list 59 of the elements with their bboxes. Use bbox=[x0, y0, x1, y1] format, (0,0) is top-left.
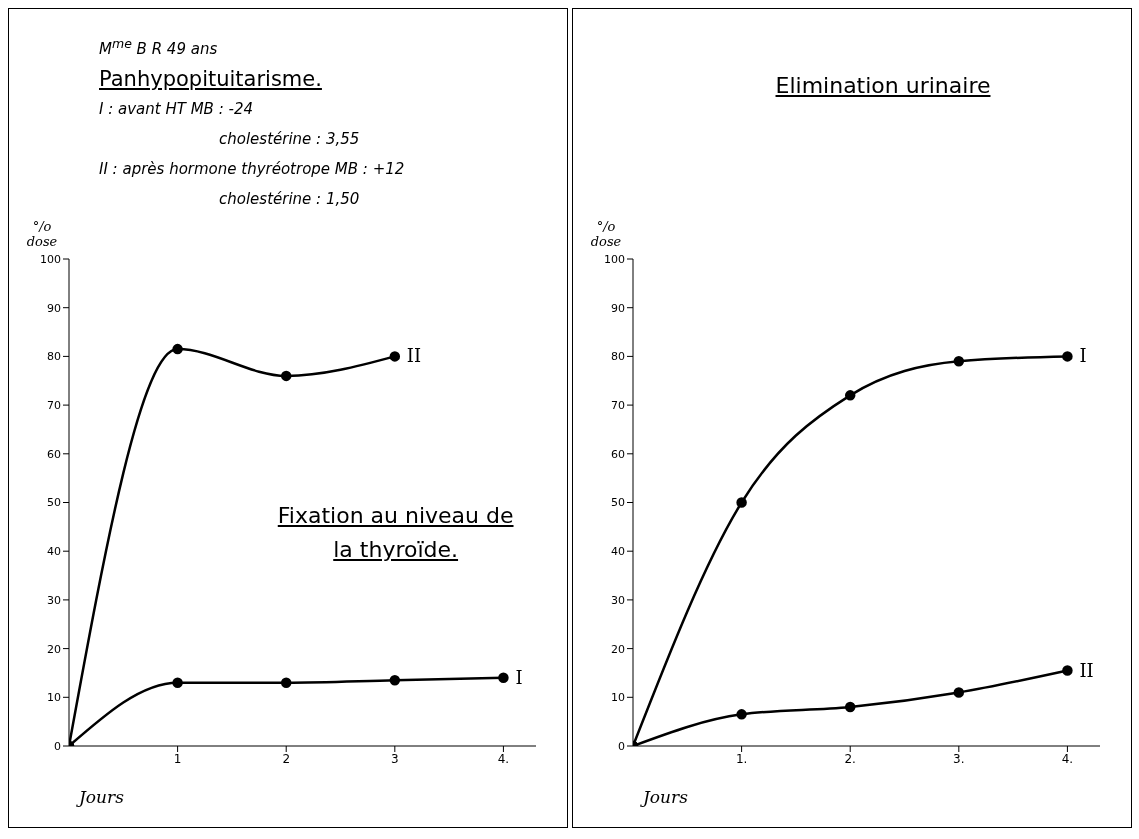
point bbox=[280, 370, 292, 382]
point bbox=[389, 351, 401, 362]
y-tick-label: 0 bbox=[618, 739, 625, 753]
text: cholestérine : 1,50 bbox=[218, 189, 361, 210]
point bbox=[280, 677, 292, 688]
point bbox=[1062, 665, 1073, 676]
chart-title: Elimination urinaire bbox=[774, 72, 992, 100]
text: Panhypopituitarisme. bbox=[99, 66, 323, 93]
y-tick-label: 100 bbox=[604, 252, 625, 266]
y-tick-label: 90 bbox=[611, 301, 625, 315]
x-tick-label: 4. bbox=[497, 751, 510, 766]
y-tick-label: 50 bbox=[611, 496, 625, 510]
y-tick-label: 0 bbox=[54, 739, 61, 753]
y-tick-label: 100 bbox=[40, 252, 61, 266]
y-tick-label: 60 bbox=[611, 447, 625, 461]
y-tick-label: 50 bbox=[47, 496, 61, 510]
y-tick-label: 10 bbox=[611, 691, 625, 705]
x-tick-label: 3. bbox=[953, 751, 965, 766]
point bbox=[953, 687, 965, 698]
point bbox=[736, 497, 747, 508]
y-tick-label: 80 bbox=[611, 350, 625, 364]
y-tick-label: 90 bbox=[47, 301, 61, 315]
y-tick-label: 20 bbox=[611, 642, 625, 656]
point bbox=[172, 343, 183, 355]
text: I : avant HT MB : -24 bbox=[99, 99, 254, 120]
point bbox=[389, 675, 401, 686]
series-label: I bbox=[1079, 345, 1087, 367]
y-axis-title: °/o dose bbox=[25, 219, 59, 249]
series-label: I bbox=[515, 666, 523, 688]
y-tick-label: 70 bbox=[47, 399, 61, 413]
point bbox=[172, 677, 183, 688]
text: II : après hormone thyréotrope MB : +12 bbox=[99, 159, 405, 180]
series-label: II bbox=[1079, 659, 1094, 681]
text: M$^{me}$ B R 49 ans bbox=[99, 35, 219, 60]
y-tick-label: 40 bbox=[611, 545, 625, 559]
series-label: II bbox=[406, 345, 422, 367]
point bbox=[844, 701, 856, 713]
point bbox=[1062, 351, 1073, 362]
x-tick-label: 3 bbox=[390, 751, 399, 766]
y-tick-label: 20 bbox=[47, 642, 61, 656]
point bbox=[498, 672, 509, 684]
y-tick-label: 30 bbox=[47, 593, 61, 607]
x-tick-label: 4. bbox=[1061, 751, 1074, 766]
y-tick-label: 80 bbox=[47, 350, 61, 364]
y-tick-label: 40 bbox=[47, 545, 61, 559]
point bbox=[736, 709, 747, 720]
y-axis-title: °/o dose bbox=[589, 219, 623, 249]
point bbox=[953, 356, 965, 367]
x-tick-label: 2 bbox=[282, 751, 291, 766]
text: cholestérine : 3,55 bbox=[218, 129, 361, 150]
x-tick-label: 1. bbox=[735, 751, 748, 766]
y-tick-label: 30 bbox=[611, 593, 625, 607]
x-tick-label: 2. bbox=[844, 751, 856, 766]
point bbox=[844, 390, 856, 401]
y-tick-label: 60 bbox=[47, 447, 61, 461]
text: Fixation au niveau de la thyroïde. bbox=[276, 502, 515, 564]
y-tick-label: 70 bbox=[611, 399, 625, 413]
x-tick-label: 1 bbox=[173, 751, 182, 766]
y-tick-label: 10 bbox=[47, 691, 61, 705]
